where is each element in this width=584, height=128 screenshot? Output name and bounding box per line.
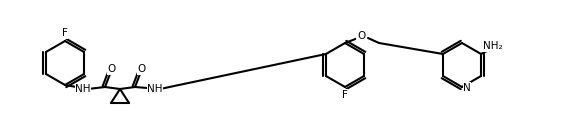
Text: N: N [463, 83, 471, 93]
Text: NH₂: NH₂ [483, 41, 503, 51]
Text: O: O [138, 64, 146, 74]
Text: F: F [62, 28, 68, 38]
Text: O: O [357, 31, 365, 41]
Text: NH: NH [147, 84, 163, 94]
Text: F: F [342, 90, 348, 100]
Text: O: O [108, 64, 116, 74]
Text: NH: NH [75, 84, 91, 94]
